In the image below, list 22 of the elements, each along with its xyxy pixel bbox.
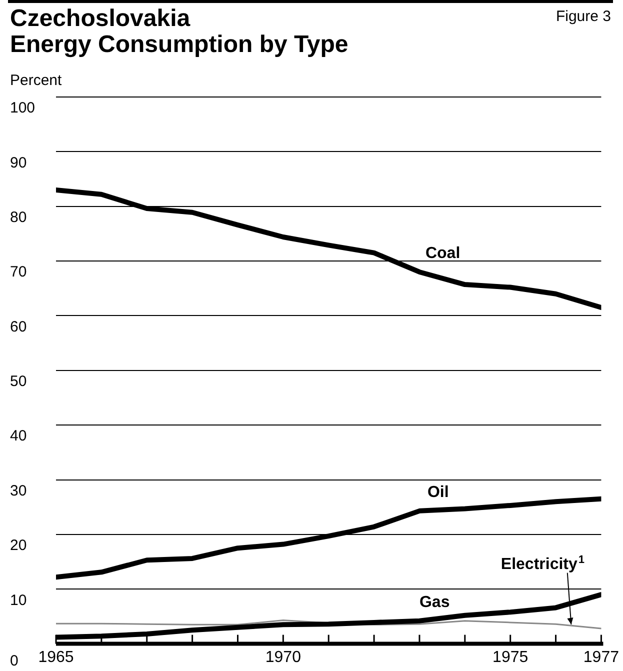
y-tick-label: 70 xyxy=(10,264,27,281)
y-tick-label: 10 xyxy=(10,592,27,609)
y-tick-label: 90 xyxy=(10,154,27,172)
x-tick-label: 1970 xyxy=(265,648,302,666)
x-tick-label: 1975 xyxy=(492,648,528,666)
x-tick-label: 1977 xyxy=(583,648,620,666)
series-label: Oil xyxy=(427,484,449,501)
y-tick-label: 40 xyxy=(10,428,27,445)
y-tick-label: 30 xyxy=(10,482,27,500)
y-tick-label: 80 xyxy=(10,209,27,226)
y-axis-title: Percent xyxy=(10,72,62,89)
y-tick-label: 60 xyxy=(10,318,27,336)
y-tick-label: 20 xyxy=(10,537,27,554)
chart-subtitle: Energy Consumption by Type xyxy=(10,31,348,58)
series-label: Coal xyxy=(425,244,460,262)
caption: Figure 3 xyxy=(556,8,611,25)
series-label: Gas xyxy=(419,594,450,611)
y-tick-label: 100 xyxy=(10,100,36,117)
chart-title: Czechoslovakia xyxy=(10,5,190,32)
y-tick-label: 0 xyxy=(10,652,18,670)
x-tick-label: 1965 xyxy=(38,648,74,666)
y-tick-label: 50 xyxy=(10,373,27,390)
